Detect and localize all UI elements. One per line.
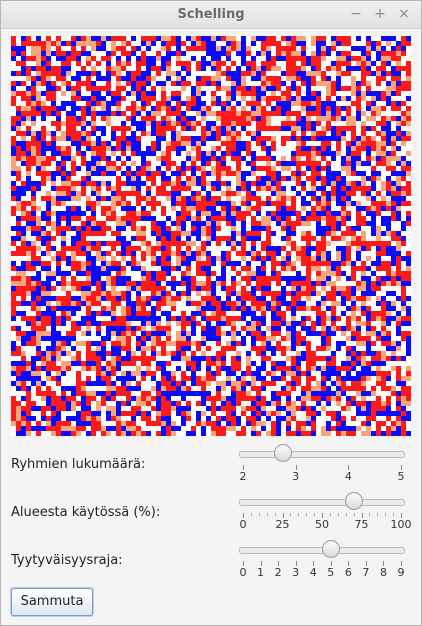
occupancy-slider[interactable]: 0 25 50 75 100 xyxy=(239,491,412,531)
slider-minor-tick xyxy=(385,513,387,516)
slider-tick-label: 2 xyxy=(239,470,247,483)
slider-minor-tick xyxy=(353,513,355,516)
slider-minor-tick xyxy=(306,513,308,516)
slider-major-tick xyxy=(282,513,284,518)
slider-major-tick xyxy=(401,465,402,470)
slider-major-tick xyxy=(243,465,244,470)
slider-minor-tick xyxy=(250,513,252,516)
slider-major-tick xyxy=(278,561,280,566)
slider-tick-label: 6 xyxy=(344,566,352,579)
simulation-grid-canvas xyxy=(11,36,411,436)
slider-tick-label: 2 xyxy=(274,566,282,579)
slider-tick-label: 0 xyxy=(239,518,247,531)
occupancy-slider-track[interactable] xyxy=(239,499,405,506)
close-icon[interactable]: × xyxy=(398,6,410,22)
slider-minor-tick xyxy=(258,513,260,516)
slider-tick-label: 4 xyxy=(309,566,317,579)
slider-major-tick xyxy=(330,561,332,566)
slider-major-tick xyxy=(243,513,244,518)
slider-minor-tick xyxy=(290,513,292,516)
slider-tick-label: 50 xyxy=(315,518,329,531)
slider-major-tick xyxy=(322,513,323,518)
slider-tick-label: 25 xyxy=(275,518,290,531)
slider-major-tick xyxy=(361,513,363,518)
slider-tick-label: 75 xyxy=(354,518,369,531)
slider-tick-label: 7 xyxy=(362,566,370,579)
slider-major-tick xyxy=(295,465,297,470)
window-title: Schelling xyxy=(177,7,245,22)
slider-major-tick xyxy=(383,561,385,566)
slider-tick-label: 3 xyxy=(292,566,300,579)
slider-major-tick xyxy=(401,513,402,518)
slider-major-tick xyxy=(260,561,262,566)
slider-tick-label: 1 xyxy=(257,566,265,579)
maximize-icon[interactable]: + xyxy=(374,6,386,22)
slider-tick-label: 9 xyxy=(397,566,405,579)
slider-minor-tick xyxy=(298,513,300,516)
groups-slider[interactable]: 2 3 4 5 xyxy=(239,443,405,483)
slider-minor-tick xyxy=(274,513,276,516)
groups-slider-thumb[interactable] xyxy=(273,444,292,462)
slider-minor-tick xyxy=(314,513,316,516)
slider-tick-label: 4 xyxy=(344,470,352,483)
groups-slider-track[interactable] xyxy=(239,451,405,458)
title-bar: Schelling − + × xyxy=(1,1,421,29)
slider-tick-label: 5 xyxy=(397,470,405,483)
slider-minor-tick xyxy=(377,513,379,516)
threshold-label: Tyytyväisyysraja: xyxy=(11,553,123,568)
shutdown-button[interactable]: Sammuta xyxy=(11,588,93,616)
slider-minor-tick xyxy=(369,513,371,516)
slider-minor-tick xyxy=(337,513,339,516)
slider-major-tick xyxy=(295,561,297,566)
slider-minor-tick xyxy=(266,513,268,516)
slider-tick-label: 100 xyxy=(390,518,412,531)
slider-major-tick xyxy=(401,561,402,566)
slider-major-tick xyxy=(243,561,244,566)
threshold-slider-thumb[interactable] xyxy=(321,540,340,558)
slider-minor-tick xyxy=(329,513,331,516)
slider-major-tick xyxy=(348,465,350,470)
minimize-icon[interactable]: − xyxy=(350,6,362,22)
slider-major-tick xyxy=(348,561,350,566)
slider-tick-label: 3 xyxy=(292,470,300,483)
slider-tick-label: 8 xyxy=(379,566,387,579)
slider-tick-label: 0 xyxy=(239,566,247,579)
slider-major-tick xyxy=(365,561,367,566)
slider-minor-tick xyxy=(393,513,395,516)
groups-label: Ryhmien lukumäärä: xyxy=(11,457,146,472)
occupancy-slider-thumb[interactable] xyxy=(344,492,363,510)
occupancy-label: Alueesta käytössä (%): xyxy=(11,505,161,520)
simulation-grid xyxy=(11,36,411,436)
slider-major-tick xyxy=(313,561,315,566)
slider-tick-label: 5 xyxy=(327,566,335,579)
slider-minor-tick xyxy=(345,513,347,516)
